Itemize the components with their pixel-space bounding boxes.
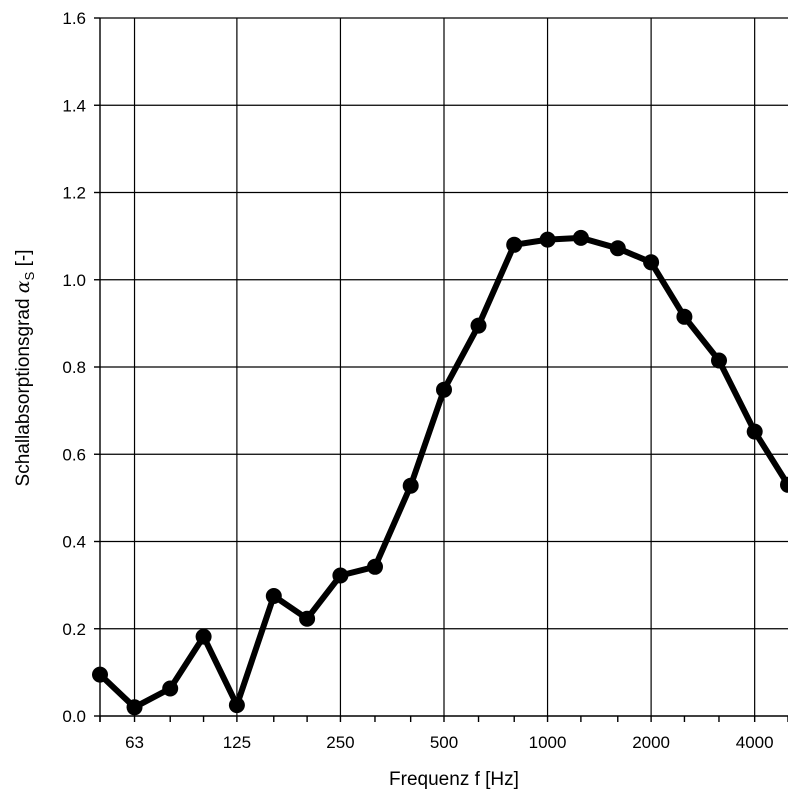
x-axis-title: Frequenz f [Hz] <box>389 769 519 790</box>
y-axis-title-subscript: S <box>22 271 37 280</box>
data-point <box>746 423 763 440</box>
grid-lines <box>100 17 788 716</box>
x-tick-label: 63 <box>125 733 144 752</box>
data-point <box>643 254 660 271</box>
data-point <box>780 476 788 493</box>
data-point <box>676 308 693 325</box>
y-tick-label: 0.8 <box>62 358 86 377</box>
x-tick-label: 1000 <box>529 733 567 752</box>
data-point <box>92 666 108 683</box>
y-tick-label: 0.6 <box>62 445 86 464</box>
y-axis-title: Schallabsorptionsgrad αS [-] <box>12 250 37 487</box>
axes <box>94 17 788 722</box>
data-point <box>332 567 349 584</box>
data-point <box>402 477 419 494</box>
y-tick-label: 0.0 <box>62 707 86 726</box>
y-tick-label: 0.2 <box>62 620 86 639</box>
y-tick-label: 0.4 <box>62 533 86 552</box>
y-tick-labels: 0.0 0.2 0.4 0.6 0.8 1.0 1.2 1.4 1.6 <box>62 9 86 726</box>
y-axis-title-tail: [-] <box>13 250 34 272</box>
series-absorption <box>92 229 788 716</box>
y-axis-title-symbol: α <box>12 280 34 293</box>
data-point <box>228 697 245 714</box>
data-point <box>506 236 523 253</box>
data-point <box>470 317 487 334</box>
y-tick-label: 1.2 <box>62 184 86 203</box>
y-tick-label: 1.6 <box>62 9 86 28</box>
x-tick-labels: 63 125 250 500 1000 2000 4000 <box>125 733 774 752</box>
data-point <box>126 699 143 716</box>
data-point <box>195 628 212 645</box>
data-point <box>162 680 179 697</box>
data-point <box>711 352 727 369</box>
y-tick-label: 1.0 <box>62 271 86 290</box>
x-tick-label: 250 <box>326 733 354 752</box>
data-point <box>299 610 316 627</box>
x-tick-label: 2000 <box>632 733 670 752</box>
y-tick-label: 1.4 <box>62 96 86 115</box>
data-point <box>539 231 556 248</box>
data-point <box>367 558 383 575</box>
data-point <box>436 381 452 398</box>
data-point <box>609 240 626 257</box>
data-point <box>572 229 589 246</box>
x-tick-label: 125 <box>223 733 251 752</box>
x-tick-label: 4000 <box>736 733 774 752</box>
y-axis-title-main: Schallabsorptionsgrad <box>13 293 34 486</box>
data-point <box>265 588 282 604</box>
x-tick-label: 500 <box>430 733 458 752</box>
